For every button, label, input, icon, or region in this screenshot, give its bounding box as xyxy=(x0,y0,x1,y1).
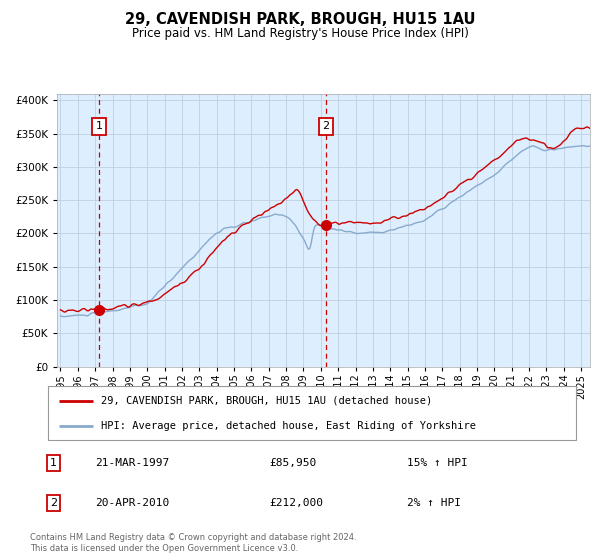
Text: Price paid vs. HM Land Registry's House Price Index (HPI): Price paid vs. HM Land Registry's House … xyxy=(131,27,469,40)
FancyBboxPatch shape xyxy=(48,386,576,440)
Text: 1: 1 xyxy=(95,122,103,131)
Text: 20-APR-2010: 20-APR-2010 xyxy=(95,498,170,508)
Text: 2: 2 xyxy=(322,122,329,131)
Text: £85,950: £85,950 xyxy=(270,458,317,468)
Text: 1: 1 xyxy=(50,458,57,468)
Text: 21-MAR-1997: 21-MAR-1997 xyxy=(95,458,170,468)
Text: 15% ↑ HPI: 15% ↑ HPI xyxy=(407,458,468,468)
Text: £212,000: £212,000 xyxy=(270,498,324,508)
Text: Contains HM Land Registry data © Crown copyright and database right 2024.
This d: Contains HM Land Registry data © Crown c… xyxy=(30,533,356,553)
Text: 2% ↑ HPI: 2% ↑ HPI xyxy=(407,498,461,508)
Text: 2: 2 xyxy=(50,498,57,508)
Text: 29, CAVENDISH PARK, BROUGH, HU15 1AU (detached house): 29, CAVENDISH PARK, BROUGH, HU15 1AU (de… xyxy=(101,396,432,406)
Text: HPI: Average price, detached house, East Riding of Yorkshire: HPI: Average price, detached house, East… xyxy=(101,421,476,431)
Text: 29, CAVENDISH PARK, BROUGH, HU15 1AU: 29, CAVENDISH PARK, BROUGH, HU15 1AU xyxy=(125,12,475,27)
